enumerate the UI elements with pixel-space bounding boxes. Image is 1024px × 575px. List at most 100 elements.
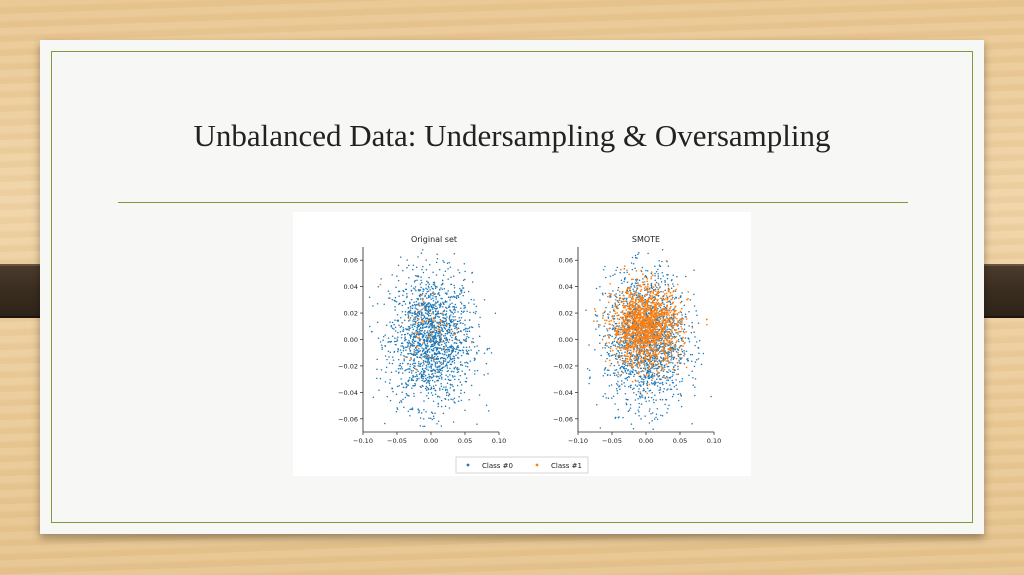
point bbox=[435, 341, 438, 343]
point bbox=[645, 340, 648, 343]
point bbox=[661, 310, 663, 313]
point bbox=[596, 315, 599, 317]
point bbox=[638, 375, 641, 378]
point bbox=[436, 286, 438, 288]
point bbox=[629, 321, 632, 324]
point bbox=[396, 338, 398, 340]
point bbox=[608, 320, 611, 323]
point bbox=[450, 347, 452, 349]
point bbox=[397, 279, 400, 282]
point bbox=[624, 300, 627, 303]
point bbox=[622, 416, 624, 419]
point bbox=[637, 325, 639, 328]
point bbox=[667, 313, 670, 315]
point bbox=[652, 310, 654, 312]
point bbox=[646, 313, 648, 316]
point bbox=[611, 341, 614, 343]
point bbox=[665, 312, 668, 315]
point bbox=[660, 290, 662, 293]
point bbox=[407, 320, 410, 322]
point bbox=[651, 347, 653, 350]
point bbox=[657, 275, 660, 277]
point bbox=[615, 387, 618, 390]
point bbox=[614, 312, 617, 315]
point bbox=[425, 320, 428, 322]
point bbox=[429, 314, 432, 317]
point bbox=[645, 331, 648, 334]
point bbox=[667, 309, 670, 312]
point bbox=[685, 315, 687, 318]
point bbox=[442, 320, 445, 323]
point bbox=[462, 311, 464, 313]
point bbox=[651, 366, 653, 369]
point bbox=[425, 309, 428, 312]
point bbox=[413, 375, 415, 378]
point bbox=[428, 305, 431, 307]
point bbox=[681, 380, 683, 383]
point bbox=[397, 264, 400, 267]
point bbox=[625, 372, 628, 374]
point bbox=[664, 337, 666, 340]
point bbox=[449, 374, 451, 376]
point bbox=[436, 380, 438, 382]
point bbox=[615, 382, 618, 385]
point bbox=[651, 412, 654, 414]
point bbox=[403, 290, 405, 293]
point bbox=[429, 370, 432, 372]
point bbox=[467, 302, 470, 304]
point bbox=[421, 374, 424, 376]
point bbox=[452, 358, 454, 360]
point bbox=[675, 309, 677, 312]
point bbox=[453, 347, 455, 350]
point bbox=[420, 386, 422, 388]
point bbox=[478, 349, 480, 352]
point bbox=[647, 252, 649, 255]
point bbox=[407, 394, 409, 397]
point bbox=[647, 358, 649, 361]
point bbox=[626, 379, 629, 381]
point bbox=[637, 360, 640, 363]
point bbox=[606, 329, 609, 332]
point bbox=[685, 275, 687, 278]
point bbox=[442, 324, 445, 327]
point bbox=[457, 295, 459, 297]
point bbox=[652, 359, 654, 361]
point bbox=[449, 345, 452, 348]
point bbox=[453, 308, 456, 310]
point bbox=[447, 395, 450, 397]
point bbox=[651, 295, 654, 297]
point bbox=[690, 332, 693, 334]
point bbox=[443, 366, 445, 368]
point bbox=[604, 319, 606, 322]
point bbox=[444, 292, 447, 295]
point bbox=[626, 349, 629, 352]
point bbox=[639, 391, 642, 393]
x-tick-label: 0.10 bbox=[707, 437, 721, 445]
point bbox=[385, 371, 387, 373]
point bbox=[441, 348, 443, 350]
point bbox=[425, 307, 427, 310]
point bbox=[617, 354, 619, 357]
point bbox=[416, 353, 418, 355]
point bbox=[417, 256, 419, 258]
point bbox=[643, 367, 646, 370]
point bbox=[425, 336, 427, 339]
point bbox=[464, 319, 466, 321]
point bbox=[434, 334, 436, 337]
point bbox=[423, 376, 425, 378]
point bbox=[612, 327, 614, 329]
point bbox=[607, 397, 610, 399]
point bbox=[408, 329, 410, 331]
point bbox=[641, 394, 643, 397]
point bbox=[451, 375, 454, 377]
point bbox=[416, 322, 419, 325]
point bbox=[450, 344, 453, 346]
point bbox=[399, 362, 402, 365]
point bbox=[672, 350, 675, 353]
point bbox=[675, 345, 677, 347]
point bbox=[452, 315, 454, 318]
point bbox=[411, 333, 413, 335]
point bbox=[650, 271, 653, 273]
point bbox=[383, 303, 385, 305]
point bbox=[478, 394, 481, 396]
